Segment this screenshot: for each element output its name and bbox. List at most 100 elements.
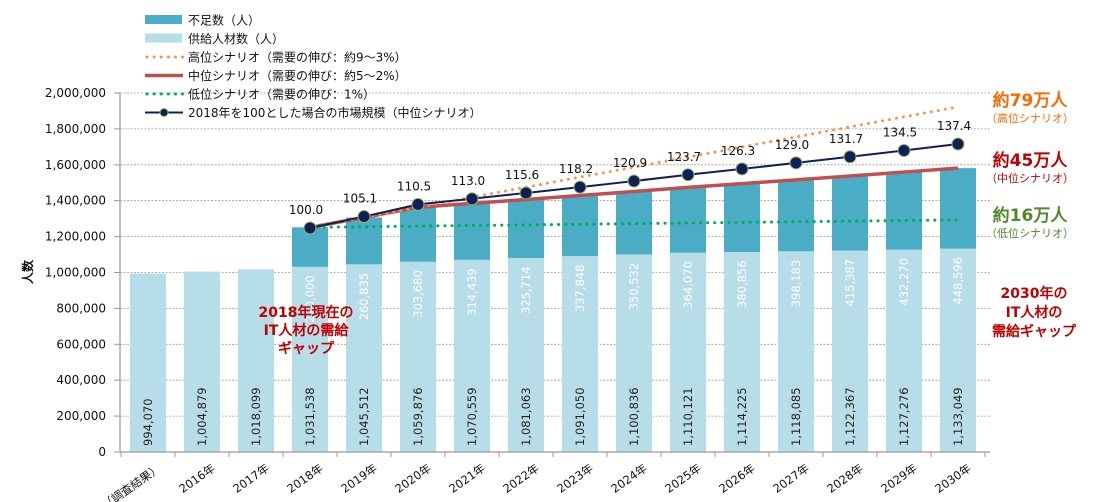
y-tick-label: 200,000 — [56, 409, 106, 423]
bar-shortage — [346, 217, 382, 265]
x-tick-label: 2019年 — [338, 461, 379, 496]
bar-shortage-label: 380,856 — [735, 260, 749, 308]
bar-supply-label: 1,118,085 — [789, 387, 803, 446]
x-tick-label: 2023年 — [554, 461, 595, 496]
annotations: 約79万人（高位シナリオ） 約45万人（中位シナリオ） 約16万人（低位シナリオ） 2… — [259, 90, 1077, 357]
x-tick-label: 2022年 — [500, 461, 541, 496]
x-tick-label: 2024年 — [608, 461, 649, 496]
bar-shortage-label: 364,070 — [681, 261, 695, 309]
market-index-label: 115.6 — [505, 168, 539, 182]
market-index-label: 123.7 — [667, 150, 701, 164]
x-tick-label: 2025年 — [662, 461, 703, 496]
gap-2030-label: IT人材の — [1006, 304, 1063, 321]
bar-supply — [400, 261, 436, 452]
bar-supply-label: 1,091,050 — [573, 387, 587, 446]
bar-supply-label: 1,070,559 — [465, 387, 479, 446]
bar-supply-label: 1,045,512 — [357, 387, 371, 446]
x-tick-label: 2016年 — [176, 461, 217, 496]
bar-supply-label: 1,127,276 — [897, 387, 911, 446]
bar-shortage — [400, 207, 436, 262]
scenario-gap-label: （高位シナリオ） — [986, 111, 1074, 125]
market-index-point — [789, 156, 803, 170]
bar-supply-label: 1,133,049 — [951, 387, 965, 446]
bar-supply — [292, 266, 328, 452]
bar-shortage-label: 325,714 — [519, 266, 533, 314]
market-index-label: 131.7 — [829, 132, 863, 146]
bar-shortage — [562, 195, 598, 257]
bar-supply — [508, 257, 544, 452]
market-index-point — [465, 192, 479, 206]
bar-shortage-label: 448,596 — [951, 257, 965, 305]
legend: 不足数（人） 供給人材数（人） 高位シナリオ（需要の伸び：約9～3%） 中位シナリオ（… — [145, 13, 481, 120]
bar-shortage-label: 350,532 — [627, 263, 641, 311]
y-tick-label: 800,000 — [56, 301, 106, 315]
bar-shortage — [670, 187, 706, 253]
bar-shortage-label: 220,000 — [303, 275, 317, 323]
market-index-point — [897, 144, 911, 158]
bar-supply-label: 1,081,063 — [519, 387, 533, 446]
x-tick-label: 2020年 — [392, 461, 433, 496]
bar-supply — [616, 254, 652, 452]
market-index-label: 137.4 — [937, 119, 971, 133]
x-tick-label: 2029年 — [878, 461, 919, 496]
scenario-gap-value: 約79万人 — [993, 90, 1069, 111]
bar-shortage-label: 398,183 — [789, 260, 803, 308]
market-index-point — [411, 197, 425, 211]
market-index-point — [951, 137, 965, 151]
legend-label: 2018年を100とした場合の市場規模（中位シナリオ） — [188, 105, 481, 120]
x-tick-label: 2015年（調査結果） — [66, 461, 164, 502]
market-index-label: 110.5 — [397, 179, 431, 193]
bar-shortage — [724, 183, 760, 252]
bar-supply — [724, 251, 760, 452]
y-tick-label: 2,000,000 — [45, 86, 106, 100]
market-index-label: 120.9 — [613, 156, 647, 170]
bar-shortage — [940, 168, 976, 249]
low-scenario-line — [308, 218, 960, 229]
gap-2018-label: ギャップ — [278, 340, 335, 357]
scenario-gap-value: 約45万人 — [993, 150, 1069, 171]
bar-supply — [886, 249, 922, 452]
x-tick-label: 2026年 — [716, 461, 757, 496]
bars: 994,070 1,004,879 1,018,099 220,000 1,031,53… — [130, 168, 976, 452]
legend-label: 供給人材数（人） — [188, 31, 284, 46]
gap-2018-label: IT人材の需給 — [264, 322, 350, 339]
x-tick-label: 2028年 — [824, 461, 865, 496]
legend-marker — [159, 108, 169, 117]
bar-supply-label: 1,004,879 — [195, 387, 209, 446]
market-index-point — [843, 150, 857, 164]
bar-supply-label: 1,114,225 — [735, 387, 749, 446]
bar-supply-label: 1,100,836 — [627, 387, 641, 446]
scenario-lines: 100.0 105.1 110.5 113.0 115.6 118.2 120.9 123.7… — [289, 105, 971, 235]
gap-2030-label: 2030年の — [1001, 285, 1068, 302]
bar-supply-label: 994,070 — [141, 398, 155, 446]
scenario-gap-label: （低位シナリオ） — [986, 226, 1074, 240]
market-index-point — [735, 162, 749, 176]
market-index-point — [627, 174, 641, 188]
x-tick-label: 2027年 — [770, 461, 811, 496]
bar-supply-label: 1,031,538 — [303, 387, 317, 446]
legend-label: 高位シナリオ（需要の伸び：約9～3%） — [188, 50, 407, 65]
bar-supply — [184, 271, 220, 452]
y-axis-title: 人数 — [20, 259, 35, 284]
bar-shortage — [508, 199, 544, 258]
bar-supply-label: 1,122,367 — [843, 387, 857, 446]
bar-supply — [346, 264, 382, 452]
y-tick-label: 0 — [98, 445, 106, 459]
y-tick-label: 600,000 — [56, 337, 106, 351]
bar-shortage — [832, 175, 868, 251]
bar-shortage-label: 314,439 — [465, 268, 479, 316]
bar-supply-label: 1,059,876 — [411, 387, 425, 446]
market-index-point — [681, 168, 695, 182]
bar-supply-label: 1,110,121 — [681, 387, 695, 446]
market-index-label: 118.2 — [559, 162, 593, 176]
bar-shortage-label: 415,387 — [843, 259, 857, 307]
scenario-gap-label: （中位シナリオ） — [986, 171, 1074, 185]
bar-supply-label: 1,018,099 — [249, 387, 263, 446]
scenario-gap-value: 約16万人 — [993, 205, 1069, 226]
x-tick-label: 2018年 — [284, 461, 325, 496]
x-tick-label: 2030年 — [932, 461, 973, 496]
bar-supply — [130, 273, 166, 452]
legend-label: 低位シナリオ（需要の伸び：1%） — [188, 87, 375, 102]
legend-swatch — [145, 15, 182, 24]
